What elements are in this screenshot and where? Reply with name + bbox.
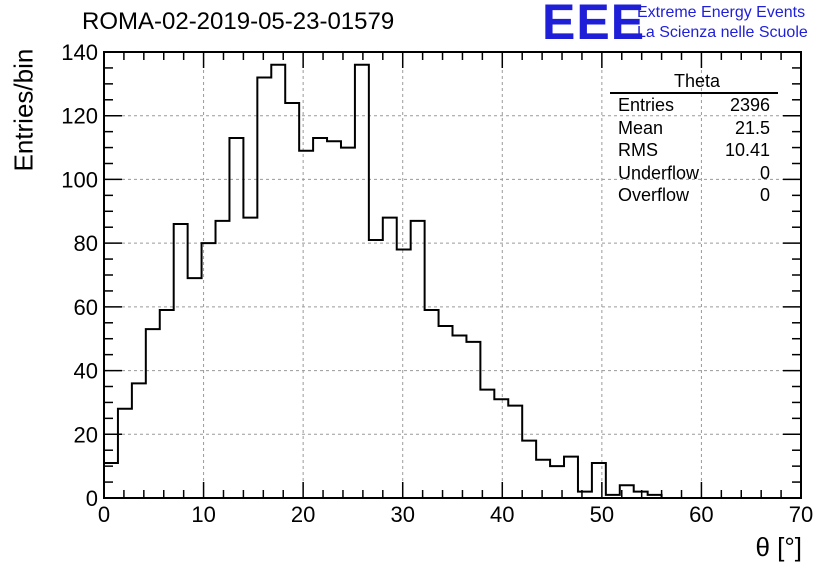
y-tick-label: 60 (74, 295, 98, 320)
y-tick-label: 120 (61, 104, 98, 129)
stats-label: Entries (618, 95, 675, 115)
stats-value: 21.5 (734, 117, 770, 138)
x-tick-label: 40 (490, 502, 514, 527)
stats-row-overflow: Overflow 0 (610, 184, 778, 207)
logo-line-2: La Scienza nelle Scuole (637, 24, 808, 41)
logo-line-1: Extreme Energy Events (637, 4, 806, 21)
y-tick-label: 80 (74, 231, 98, 256)
y-tick-label: 140 (61, 40, 98, 65)
stats-label: Mean (618, 117, 664, 138)
x-tick-label: 20 (291, 502, 315, 527)
stats-value: 10.41 (724, 140, 770, 160)
stats-box: Theta Entries 2396 Mean 21.5 RMS 10.41 U… (610, 70, 778, 207)
stats-value: 0 (759, 185, 770, 205)
x-tick-label: 70 (789, 502, 813, 527)
x-tick-label: 30 (390, 502, 414, 527)
x-tick-label: 0 (98, 502, 110, 527)
stats-title: Theta (610, 70, 778, 94)
x-tick-label: 10 (191, 502, 215, 527)
y-tick-label: 40 (74, 359, 98, 384)
histogram-step-line (103, 63, 801, 499)
stats-value: 2396 (729, 95, 770, 115)
chart-title: ROMA-02-2019-05-23-01579 (82, 8, 395, 35)
tick-labels: 0 10 20 30 40 50 60 70 0 20 40 60 80 100 120 140 (61, 40, 813, 527)
stats-row-underflow: Underflow 0 (610, 162, 778, 185)
x-tick-label: 50 (590, 502, 614, 527)
x-tick-label: 60 (689, 502, 713, 527)
y-axis-label: Entries/bin (8, 48, 39, 172)
plot-frame (103, 51, 802, 499)
eee-logo-mark: EEE (542, 0, 646, 50)
stats-label: Overflow (618, 185, 690, 205)
x-axis-label: θ [°] (755, 532, 802, 562)
stats-value: 0 (759, 162, 770, 183)
stats-row-rms: RMS 10.41 (610, 139, 778, 162)
grid-lines (104, 52, 801, 498)
stats-label: Underflow (618, 162, 700, 183)
stats-row-entries: Entries 2396 (610, 94, 778, 117)
stats-row-mean: Mean 21.5 (610, 117, 778, 140)
stats-label: RMS (618, 140, 658, 160)
y-tick-label: 100 (61, 167, 98, 192)
y-tick-label: 0 (86, 486, 98, 511)
y-tick-label: 20 (74, 422, 98, 447)
